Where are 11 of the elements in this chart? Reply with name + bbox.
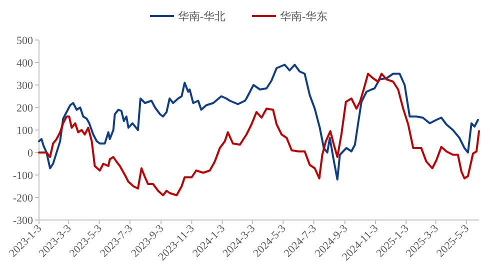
legend-label: 华南-华东 [280, 10, 328, 23]
y-tick-label: -200 [12, 192, 34, 204]
y-tick-label: 0 [28, 148, 34, 160]
y-tick-label: -300 [12, 215, 34, 227]
y-tick-label: 500 [16, 35, 34, 47]
y-tick-label: 100 [16, 125, 34, 137]
y-tick-label: 200 [16, 102, 34, 114]
legend-label: 华南-华北 [178, 10, 226, 23]
y-tick-label: 300 [16, 80, 34, 92]
y-tick-label: -100 [12, 170, 34, 182]
y-tick-label: 400 [16, 58, 34, 70]
